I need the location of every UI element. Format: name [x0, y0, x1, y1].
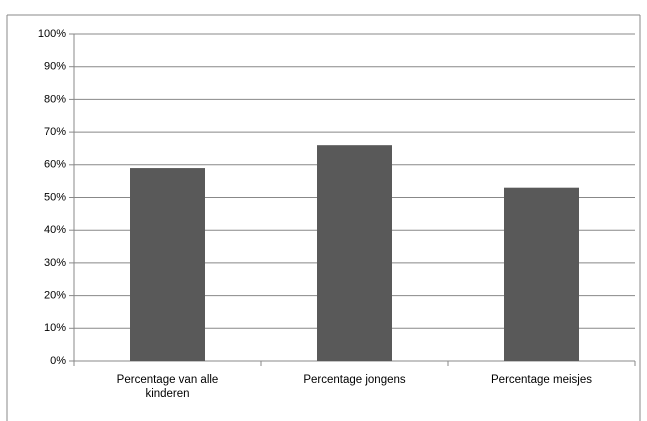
y-tick-label: 100%	[38, 28, 66, 40]
bar	[504, 187, 579, 361]
bar	[130, 168, 205, 361]
y-tick-label: 0%	[50, 355, 66, 367]
y-tick-label: 70%	[44, 126, 66, 138]
y-tick-label: 40%	[44, 224, 66, 236]
y-tick-label: 50%	[44, 191, 66, 203]
y-tick-label: 80%	[44, 93, 66, 105]
x-tick-label: Percentage meisjes	[491, 374, 592, 386]
y-tick-label: 90%	[44, 61, 66, 73]
y-tick-label: 60%	[44, 159, 66, 171]
y-tick-label: 30%	[44, 257, 66, 269]
y-tick-label: 20%	[44, 290, 66, 302]
x-tick-label: Percentage jongens	[303, 374, 406, 386]
x-tick-label: Percentage van alle kinderen	[116, 374, 219, 400]
bar	[317, 145, 392, 361]
y-tick-label: 10%	[44, 322, 66, 334]
